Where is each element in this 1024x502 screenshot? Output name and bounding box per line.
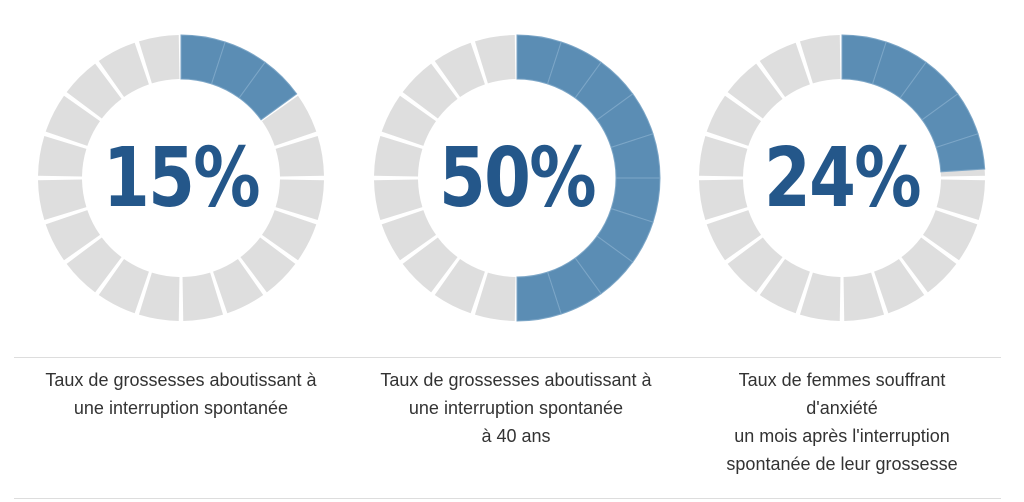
ring-segment: [434, 42, 485, 98]
ring-segment: [402, 237, 458, 293]
divider-top: [14, 357, 1001, 358]
ring-segment: [182, 272, 224, 321]
value-segment: [238, 61, 298, 121]
ring-segment: [699, 135, 748, 177]
ring-segment: [474, 272, 516, 321]
ring-segment: [474, 35, 516, 84]
ring-segment: [799, 272, 841, 321]
ring-segment: [138, 272, 180, 321]
ring-segment: [843, 272, 885, 321]
ring-segment: [261, 95, 317, 146]
caption-3-line-2: d'anxiété: [806, 398, 878, 418]
ring-segment: [261, 210, 317, 261]
percent-label-1: 15%: [102, 130, 261, 226]
caption-3-line-3: un mois après l'interruption: [734, 426, 950, 446]
caption-3-line-4: spontanée de leur grossesse: [726, 454, 958, 474]
ring-segment: [45, 210, 101, 261]
ring-segment: [381, 210, 437, 261]
ring-segment: [799, 35, 841, 84]
caption-3: Taux de femmes souffrant d'anxiété un mo…: [692, 366, 992, 478]
ring-segment: [402, 63, 458, 119]
ring-segment: [706, 210, 762, 261]
ring-segment: [874, 258, 925, 314]
ring-segment: [213, 258, 264, 314]
ring-segment: [759, 258, 810, 314]
ring-segment: [434, 258, 485, 314]
ring-segment: [38, 135, 87, 177]
ring-segment: [374, 135, 423, 177]
donut-chart-1: [38, 34, 324, 321]
caption-1-line-1: Taux de grossesses aboutissant à: [45, 370, 317, 390]
percent-label-3: 24%: [763, 130, 922, 226]
caption-2-line-1: Taux de grossesses aboutissant à: [380, 370, 652, 390]
ring-segment: [759, 42, 810, 98]
gauge-2: 50%: [369, 30, 665, 326]
ring-segment: [936, 179, 985, 221]
ring-segment: [275, 135, 324, 177]
divider-bottom: [14, 498, 1001, 499]
ring-segment: [66, 237, 122, 293]
value-segment: [935, 133, 986, 173]
ring-segment: [727, 237, 783, 293]
ring-segment: [38, 179, 87, 221]
donut-chart-2: [374, 34, 661, 322]
gauge-3: 24%: [694, 30, 990, 326]
percent-label-2: 50%: [438, 130, 597, 226]
ring-segment: [922, 210, 978, 261]
ring-segment: [66, 63, 122, 119]
ring-segment: [275, 179, 324, 221]
caption-1: Taux de grossesses aboutissant à une int…: [31, 366, 331, 422]
ring-segment: [381, 95, 437, 146]
ring-segment: [45, 95, 101, 146]
ring-segment: [901, 237, 957, 293]
ring-segment: [374, 179, 423, 221]
ring-segment: [98, 42, 149, 98]
caption-3-line-1: Taux de femmes souffrant: [738, 370, 946, 390]
ring-segment: [98, 258, 149, 314]
ring-segment: [240, 237, 296, 293]
ring-segment: [727, 63, 783, 119]
caption-2-line-2: une interruption spontanée: [408, 398, 624, 418]
gauge-1: 15%: [33, 30, 329, 326]
donut-chart-3: [699, 34, 986, 321]
caption-2: Taux de grossesses aboutissant à une int…: [366, 366, 666, 450]
caption-1-line-2: une interruption spontanée: [73, 398, 289, 418]
value-segment: [516, 271, 562, 322]
caption-2-line-3: à 40 ans: [481, 426, 551, 446]
ring-segment: [706, 95, 762, 146]
ring-segment: [138, 35, 180, 84]
ring-segment: [699, 179, 748, 221]
